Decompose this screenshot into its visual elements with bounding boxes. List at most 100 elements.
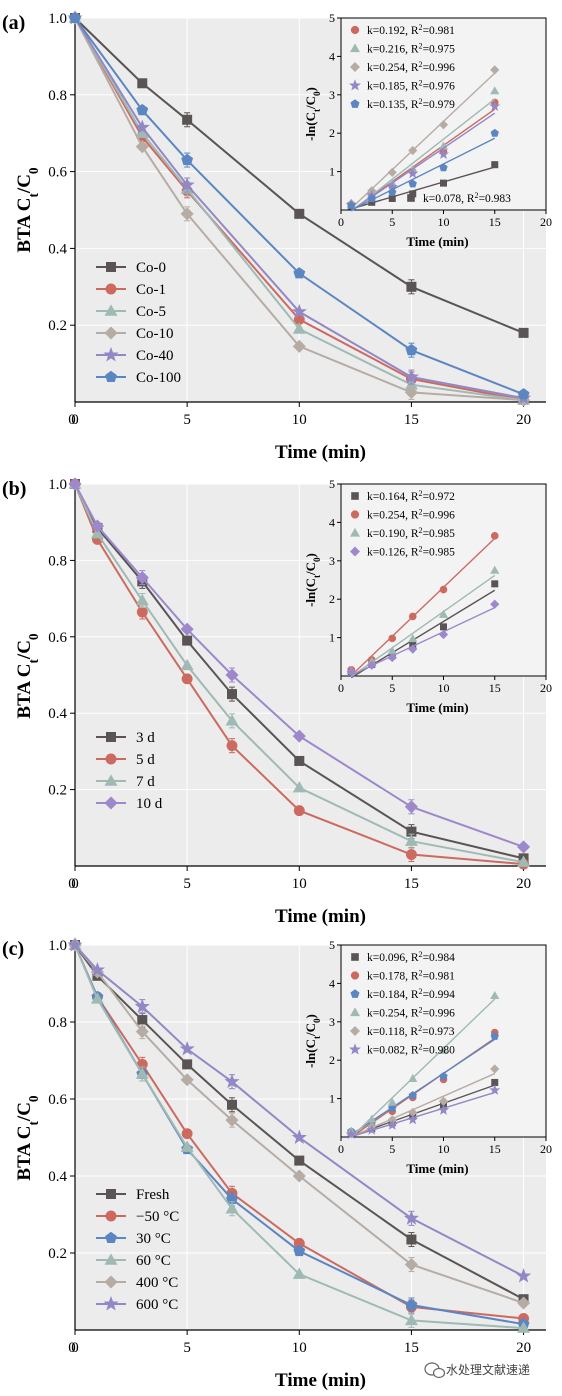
- data-point: [405, 1298, 418, 1311]
- data-point: [225, 1113, 239, 1127]
- inset-data-point: [491, 161, 499, 169]
- inset-data-point: [438, 120, 449, 130]
- data-point: [90, 992, 104, 1004]
- legend-marker: [104, 774, 118, 786]
- legend-label: 7 d: [136, 774, 155, 790]
- legend-marker: [103, 1296, 119, 1311]
- legend-marker: [105, 1210, 117, 1222]
- data-point: [227, 1099, 237, 1110]
- inset-legend-marker: [350, 1026, 360, 1036]
- data-point: [137, 1015, 148, 1026]
- legend-label: 10 d: [136, 796, 163, 812]
- inset-data-point: [347, 201, 356, 209]
- inset-y-tick-label: 5: [329, 477, 335, 491]
- y-tick-label: 0.4: [48, 1169, 67, 1185]
- data-point: [291, 1129, 307, 1144]
- x-tick-label: 0: [71, 876, 79, 892]
- inset-x-tick-label: 20: [540, 1142, 552, 1156]
- inset-y-tick-label: 2: [329, 592, 335, 606]
- data-point: [180, 658, 194, 671]
- inset-data-point: [386, 1119, 398, 1130]
- data-point: [89, 962, 106, 977]
- data-point: [517, 840, 531, 854]
- inset-data-point: [408, 145, 418, 156]
- inset-legend-label: k=0.216, R2=0.975: [367, 41, 455, 56]
- data-point: [226, 740, 238, 752]
- x-tick-label: 10: [292, 876, 307, 892]
- inset-data-point: [408, 179, 417, 188]
- x-tick-label: 5: [183, 412, 191, 428]
- y-tick-label: 0.4: [48, 241, 67, 257]
- data-point: [404, 800, 418, 814]
- data-point: [293, 805, 305, 817]
- x-tick-label: 0: [68, 1340, 76, 1356]
- legend-label: Co-10: [136, 326, 174, 342]
- inset-y-tick-label: 2: [329, 1053, 335, 1067]
- inset-x-tick-label: 0: [338, 215, 344, 229]
- inset-fit-line: [350, 606, 496, 676]
- x-tick-label: 5: [183, 876, 191, 892]
- inset-legend-marker: [350, 99, 360, 108]
- inset-fit-line: [350, 998, 496, 1138]
- legend-item: Co-100: [96, 370, 181, 386]
- series-400-c: [68, 938, 531, 1310]
- inset-x-tick-label: 0: [338, 681, 344, 695]
- data-point: [404, 1313, 418, 1326]
- inset-legend-item: k=0.254, R2=0.996: [350, 507, 455, 522]
- data-point: [292, 322, 306, 334]
- y-tick-label: 0.2: [48, 318, 67, 334]
- y-tick-label: 0.6: [48, 630, 67, 646]
- legend-item: Co-5: [96, 304, 166, 320]
- inset-legend-item: k=0.178, R2=0.981: [350, 968, 455, 983]
- legend-item: 400 °C: [96, 1275, 178, 1291]
- legend-marker: [104, 1253, 118, 1265]
- legend-marker: [106, 1189, 116, 1199]
- inset-data-point: [489, 100, 501, 112]
- inset-fit-line: [350, 72, 496, 209]
- series-line: [74, 17, 524, 400]
- series-line: [74, 483, 524, 866]
- inset-x-tick-label: 5: [389, 215, 395, 229]
- legend-label: Co-100: [136, 370, 181, 386]
- inset-data-point: [407, 167, 419, 179]
- y-tick-label: 1.0: [48, 477, 67, 493]
- inset-data-point: [408, 1073, 418, 1082]
- inset-data-point: [367, 194, 376, 203]
- data-point: [68, 477, 82, 491]
- inset-legend-marker: [351, 953, 359, 961]
- inset-y-tick-label: 4: [329, 515, 335, 529]
- inset-legend-marker: [407, 194, 415, 202]
- x-tick-label: 10: [292, 412, 307, 428]
- y-axis-title: BTA Ct/C0: [14, 633, 41, 719]
- series-line: [74, 17, 524, 402]
- data-point: [291, 303, 307, 319]
- x-tick-label: 10: [292, 1340, 307, 1356]
- inset-data-point: [388, 194, 396, 202]
- inset-data-point: [440, 623, 447, 631]
- series-line: [74, 944, 524, 1330]
- inset-legend-label: k=0.190, R2=0.985: [367, 526, 455, 541]
- data-point: [405, 343, 418, 356]
- inset-legend-marker: [350, 25, 360, 35]
- inset-data-point: [367, 660, 377, 670]
- inset-series: [345, 1084, 501, 1140]
- inset-data-point: [489, 1084, 501, 1095]
- series-7-d: [68, 477, 531, 867]
- inset-x-tick-label: 10: [438, 215, 450, 229]
- data-point: [180, 622, 194, 636]
- inset-x-tick-label: 15: [489, 1142, 501, 1156]
- inset-legend-marker: [351, 492, 359, 500]
- legend-item: 5 d: [96, 752, 155, 768]
- inset-fit-line: [350, 98, 496, 212]
- inset-legend-marker: [350, 1007, 360, 1017]
- inset-series: [346, 990, 500, 1138]
- inset-data-point: [490, 65, 500, 75]
- legend-marker: [105, 1231, 117, 1244]
- x-tick-label: 5: [183, 1340, 191, 1356]
- data-point: [69, 11, 81, 24]
- x-tick-label: 0: [71, 412, 79, 428]
- series-line: [74, 17, 524, 396]
- legend-label: Co-5: [136, 304, 166, 320]
- legend-label: Co-1: [136, 282, 166, 298]
- inset-legend-label: k=0.184, R2=0.994: [367, 987, 455, 1002]
